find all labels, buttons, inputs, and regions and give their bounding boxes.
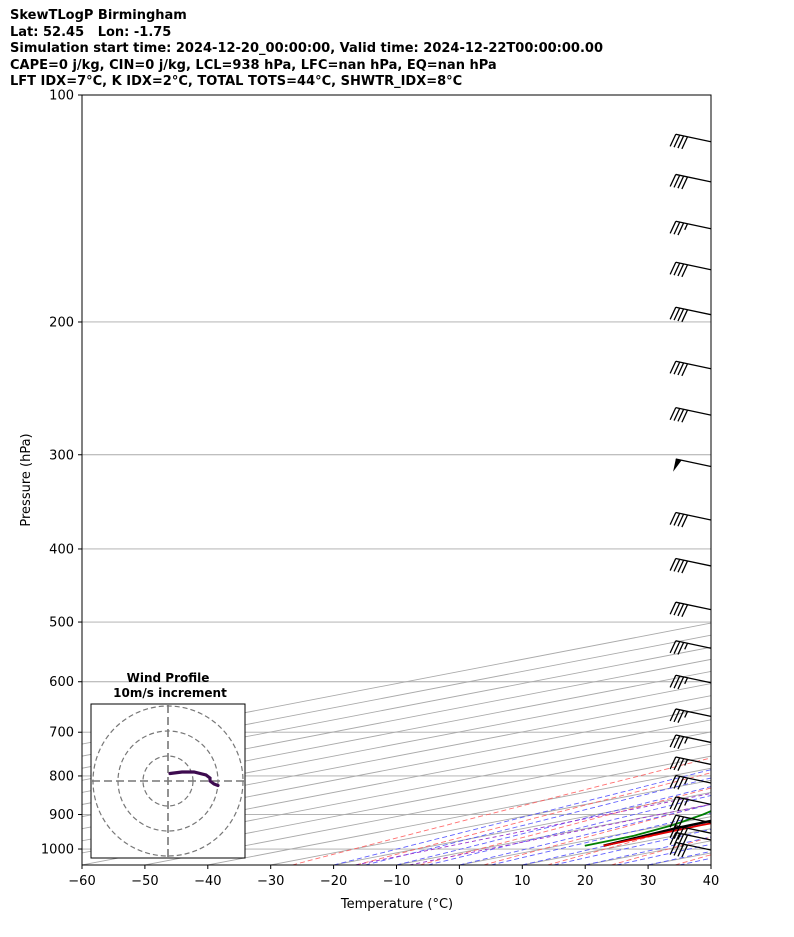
index-line: LFT IDX=7°C, K IDX=2°C, TOTAL TOTS=44°C,… — [10, 74, 463, 90]
wind-barb — [669, 756, 711, 771]
moist-adiabat — [333, 769, 711, 865]
dry-adiabat — [674, 854, 711, 865]
hodograph-title: Wind Profile — [127, 671, 210, 685]
y-axis-label: Pressure (hPa) — [19, 433, 34, 526]
moist-adiabat — [585, 836, 711, 865]
dry-adiabat — [355, 772, 711, 865]
y-tick-label: 200 — [49, 315, 74, 330]
moist-adiabat — [490, 812, 711, 865]
isotherm-line — [459, 816, 711, 865]
isotherm-line — [82, 658, 711, 781]
wind-barb — [669, 261, 711, 278]
wind-barb — [669, 708, 711, 723]
moist-adiabat — [679, 857, 711, 865]
isotherm-line — [396, 804, 711, 865]
wind-barb — [669, 814, 711, 830]
parcel-profile-line — [603, 819, 711, 847]
isotherm-line — [333, 791, 711, 865]
wind-barb — [669, 306, 711, 323]
isotherm-line — [82, 719, 711, 842]
isotherm-line — [522, 828, 711, 865]
isotherm-line — [585, 840, 711, 865]
x-tick-label: −30 — [257, 874, 284, 889]
x-tick-label: −60 — [68, 874, 95, 889]
wind-barb — [669, 133, 711, 150]
x-tick-label: −10 — [383, 874, 410, 889]
mixing-ratio-line — [409, 803, 711, 865]
wind-barb — [669, 831, 711, 848]
dry-adiabat — [739, 95, 794, 865]
isotherm-line — [82, 683, 711, 805]
wind-barb — [669, 557, 711, 574]
moist-adiabat — [648, 850, 711, 865]
isotherm-line — [82, 695, 711, 818]
wind-barb — [669, 796, 711, 811]
isotherm-line — [710, 864, 711, 865]
y-tick-label: 800 — [49, 769, 74, 784]
wind-barb — [669, 734, 711, 749]
y-tick-label: 100 — [49, 89, 74, 104]
moist-adiabat — [553, 828, 711, 865]
dry-adiabat — [483, 803, 711, 865]
station-title: SkewTLogP Birmingham — [10, 8, 187, 23]
isotherm-line — [82, 671, 711, 793]
moist-adiabat — [522, 820, 711, 865]
moist-adiabat — [427, 794, 711, 865]
x-tick-label: −50 — [131, 874, 158, 889]
moist-adiabat — [364, 777, 711, 865]
y-tick-label: 400 — [49, 542, 74, 557]
temperature-line — [603, 822, 711, 847]
wind-barb — [669, 407, 711, 423]
y-tick-label: 500 — [49, 616, 74, 631]
wind-barb — [669, 601, 711, 618]
isotherm-line — [82, 646, 711, 769]
x-tick-label: −20 — [320, 874, 347, 889]
wind-barb — [669, 173, 711, 190]
y-tick-label: 900 — [49, 808, 74, 823]
dry-adiabat — [547, 819, 711, 865]
isotherm-line — [774, 95, 794, 865]
isotherm-line — [82, 707, 711, 830]
x-tick-label: 40 — [703, 874, 720, 889]
moist-adiabat — [459, 803, 711, 865]
wind-barb — [669, 774, 711, 790]
moist-adiabat — [710, 864, 711, 865]
x-tick-label: 10 — [514, 874, 531, 889]
isotherm-line — [207, 767, 711, 865]
y-tick-label: 1000 — [41, 843, 74, 858]
cape-shading — [603, 820, 711, 846]
wind-barb — [669, 360, 711, 377]
y-tick-label: 300 — [49, 448, 74, 463]
hodograph-subtitle: 10m/s increment — [113, 686, 227, 700]
x-tick-label: 20 — [577, 874, 594, 889]
x-axis-label: Temperature (°C) — [340, 897, 453, 912]
wind-barb — [669, 511, 711, 528]
wind-barb — [673, 458, 711, 472]
isotherm-line — [270, 779, 711, 865]
x-tick-label: 0 — [455, 874, 463, 889]
isotherm-line — [648, 852, 711, 865]
y-tick-label: 700 — [49, 726, 74, 741]
wind-barb — [669, 220, 711, 236]
hodograph-trace — [168, 770, 220, 788]
cape-line: CAPE=0 j/kg, CIN=0 j/kg, LCL=938 hPa, LF… — [10, 57, 497, 73]
dry-adiabat — [610, 836, 711, 865]
dry-adiabat — [419, 787, 711, 865]
wind-barb — [669, 640, 711, 655]
moist-adiabat — [616, 843, 711, 865]
moist-adiabat — [396, 786, 711, 865]
y-tick-label: 600 — [49, 675, 74, 690]
location-line: Lat: 52.45 Lon: -1.75 — [10, 24, 172, 40]
chart-header: SkewTLogP Birmingham Lat: 52.45 Lon: -1.… — [10, 8, 603, 91]
x-tick-label: 30 — [640, 874, 657, 889]
wind-barb — [669, 674, 711, 690]
mixing-ratio-line — [355, 792, 711, 865]
time-line: Simulation start time: 2024-12-20_00:00:… — [10, 41, 603, 57]
dewpoint-line — [584, 810, 711, 847]
x-tick-label: −40 — [194, 874, 221, 889]
